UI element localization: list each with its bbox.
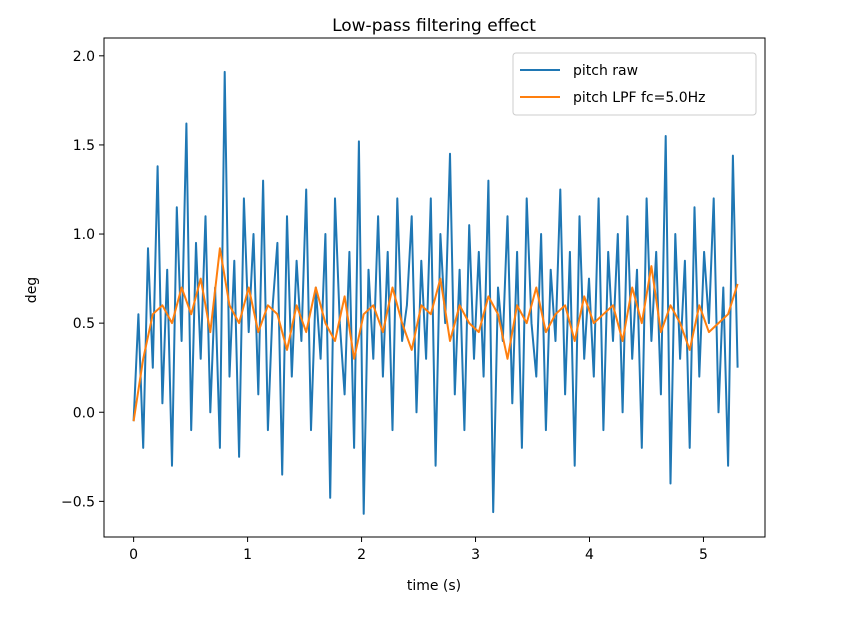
legend-box — [512, 52, 757, 116]
axes-frame — [103, 37, 766, 538]
x-tick-label: 5 — [699, 547, 708, 563]
y-tick-label: 0.5 — [73, 316, 95, 332]
x-tick-label: 4 — [585, 547, 594, 563]
legend-label-raw: pitch raw — [573, 63, 638, 79]
y-tick-label: 0.0 — [73, 405, 95, 421]
y-axis-label: deg — [24, 277, 40, 303]
series-line-0 — [132, 70, 739, 515]
axis-ticks: 0 1 2 3 4 5 −0.5 0.0 0.5 1.0 1.5 2.0 — [61, 49, 708, 563]
y-tick-label: 1.0 — [73, 227, 95, 243]
chart-title: Low-pass filtering effect — [332, 16, 536, 36]
y-tick-label: −0.5 — [61, 494, 95, 510]
plot-area — [132, 70, 739, 515]
x-tick-label: 0 — [129, 547, 138, 563]
legend-label-lpf: pitch LPF fc=5.0Hz — [573, 90, 706, 106]
x-axis-label: time (s) — [407, 578, 461, 594]
y-tick-label: 2.0 — [73, 49, 95, 65]
y-tick-label: 1.5 — [73, 138, 95, 154]
legend: pitch raw pitch LPF fc=5.0Hz — [512, 52, 757, 116]
series-line-1 — [132, 247, 739, 422]
x-tick-label: 1 — [243, 547, 252, 563]
x-tick-label: 2 — [357, 547, 366, 563]
x-tick-label: 3 — [471, 547, 480, 563]
